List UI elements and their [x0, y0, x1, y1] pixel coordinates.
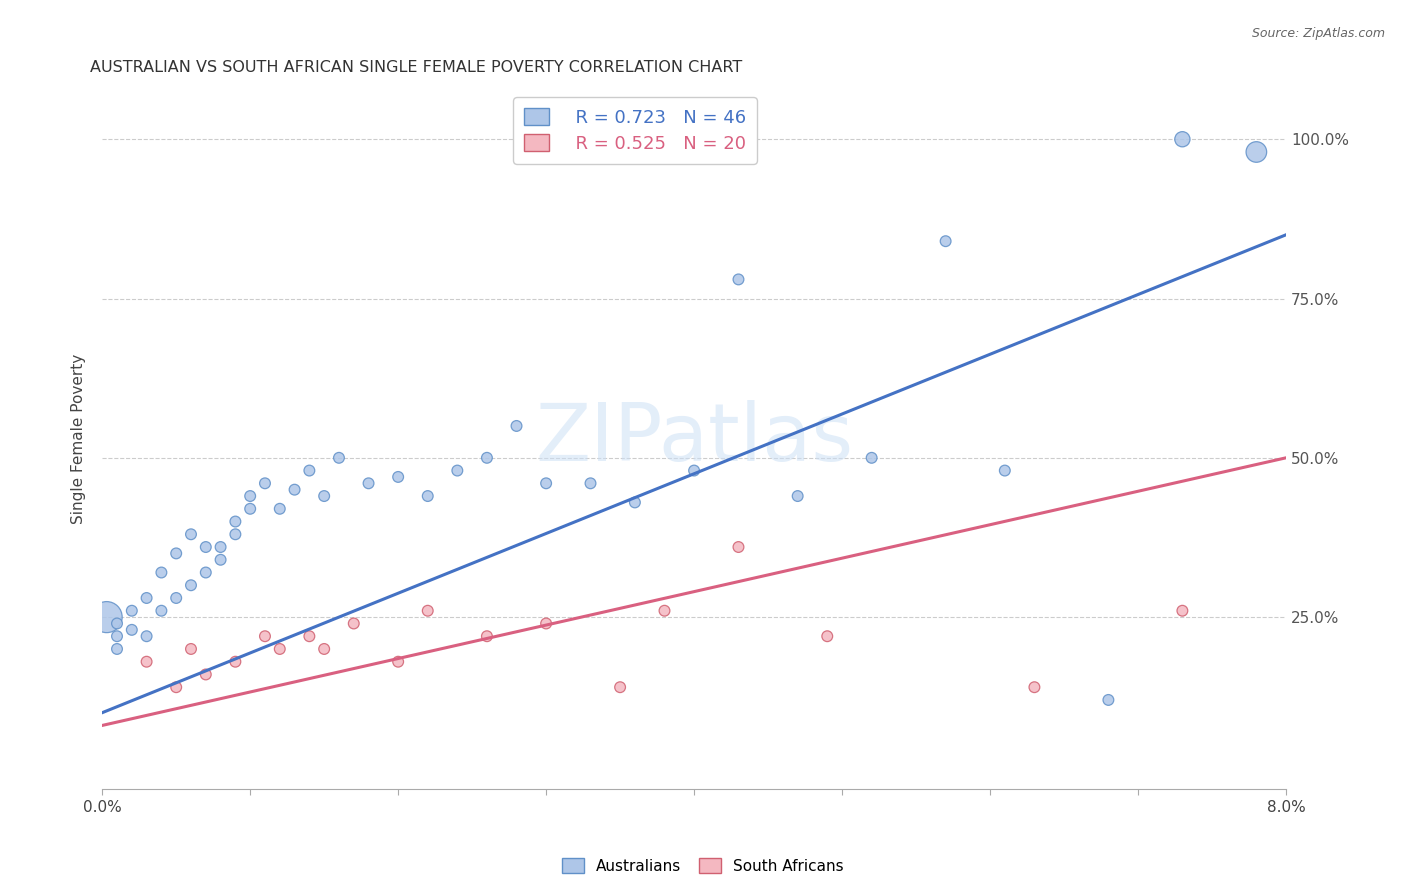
Point: [1024, 680, 1046, 694]
Point: [239, 501, 262, 516]
Point: [194, 540, 217, 554]
Point: [1097, 693, 1119, 707]
Point: [253, 629, 276, 643]
Point: [609, 680, 631, 694]
Point: [224, 655, 246, 669]
Point: [135, 629, 157, 643]
Point: [150, 566, 173, 580]
Point: [298, 629, 321, 643]
Point: [239, 489, 262, 503]
Point: [727, 272, 749, 286]
Point: [165, 546, 187, 560]
Text: ZIPatlas: ZIPatlas: [536, 400, 853, 478]
Point: [624, 495, 647, 509]
Point: [786, 489, 808, 503]
Point: [860, 450, 883, 465]
Legend: Australians, South Africans: Australians, South Africans: [557, 852, 849, 880]
Point: [475, 629, 498, 643]
Point: [253, 476, 276, 491]
Point: [387, 470, 409, 484]
Point: [105, 629, 128, 643]
Point: [209, 540, 232, 554]
Point: [180, 578, 202, 592]
Point: [314, 642, 336, 657]
Point: [121, 604, 143, 618]
Point: [180, 527, 202, 541]
Point: [150, 604, 173, 618]
Point: [121, 623, 143, 637]
Point: [475, 450, 498, 465]
Y-axis label: Single Female Poverty: Single Female Poverty: [72, 353, 86, 524]
Point: [357, 476, 380, 491]
Point: [269, 501, 291, 516]
Point: [654, 604, 676, 618]
Point: [446, 464, 468, 478]
Point: [165, 680, 187, 694]
Point: [994, 464, 1017, 478]
Point: [935, 234, 957, 248]
Point: [534, 476, 557, 491]
Point: [284, 483, 307, 497]
Point: [1246, 145, 1268, 159]
Point: [314, 489, 336, 503]
Point: [298, 464, 321, 478]
Point: [96, 610, 118, 624]
Point: [180, 642, 202, 657]
Point: [416, 604, 439, 618]
Point: [815, 629, 838, 643]
Point: [1171, 604, 1194, 618]
Point: [579, 476, 602, 491]
Point: [135, 655, 157, 669]
Point: [224, 515, 246, 529]
Point: [343, 616, 366, 631]
Point: [683, 464, 706, 478]
Point: [269, 642, 291, 657]
Point: [224, 527, 246, 541]
Point: [105, 642, 128, 657]
Text: Source: ZipAtlas.com: Source: ZipAtlas.com: [1251, 27, 1385, 40]
Point: [209, 553, 232, 567]
Point: [416, 489, 439, 503]
Legend:   R = 0.723   N = 46,   R = 0.525   N = 20: R = 0.723 N = 46, R = 0.525 N = 20: [513, 97, 756, 164]
Point: [505, 419, 527, 434]
Point: [135, 591, 157, 605]
Point: [105, 616, 128, 631]
Point: [165, 591, 187, 605]
Point: [194, 566, 217, 580]
Point: [387, 655, 409, 669]
Point: [534, 616, 557, 631]
Point: [328, 450, 350, 465]
Point: [727, 540, 749, 554]
Point: [1171, 132, 1194, 146]
Point: [194, 667, 217, 681]
Text: AUSTRALIAN VS SOUTH AFRICAN SINGLE FEMALE POVERTY CORRELATION CHART: AUSTRALIAN VS SOUTH AFRICAN SINGLE FEMAL…: [90, 60, 742, 75]
